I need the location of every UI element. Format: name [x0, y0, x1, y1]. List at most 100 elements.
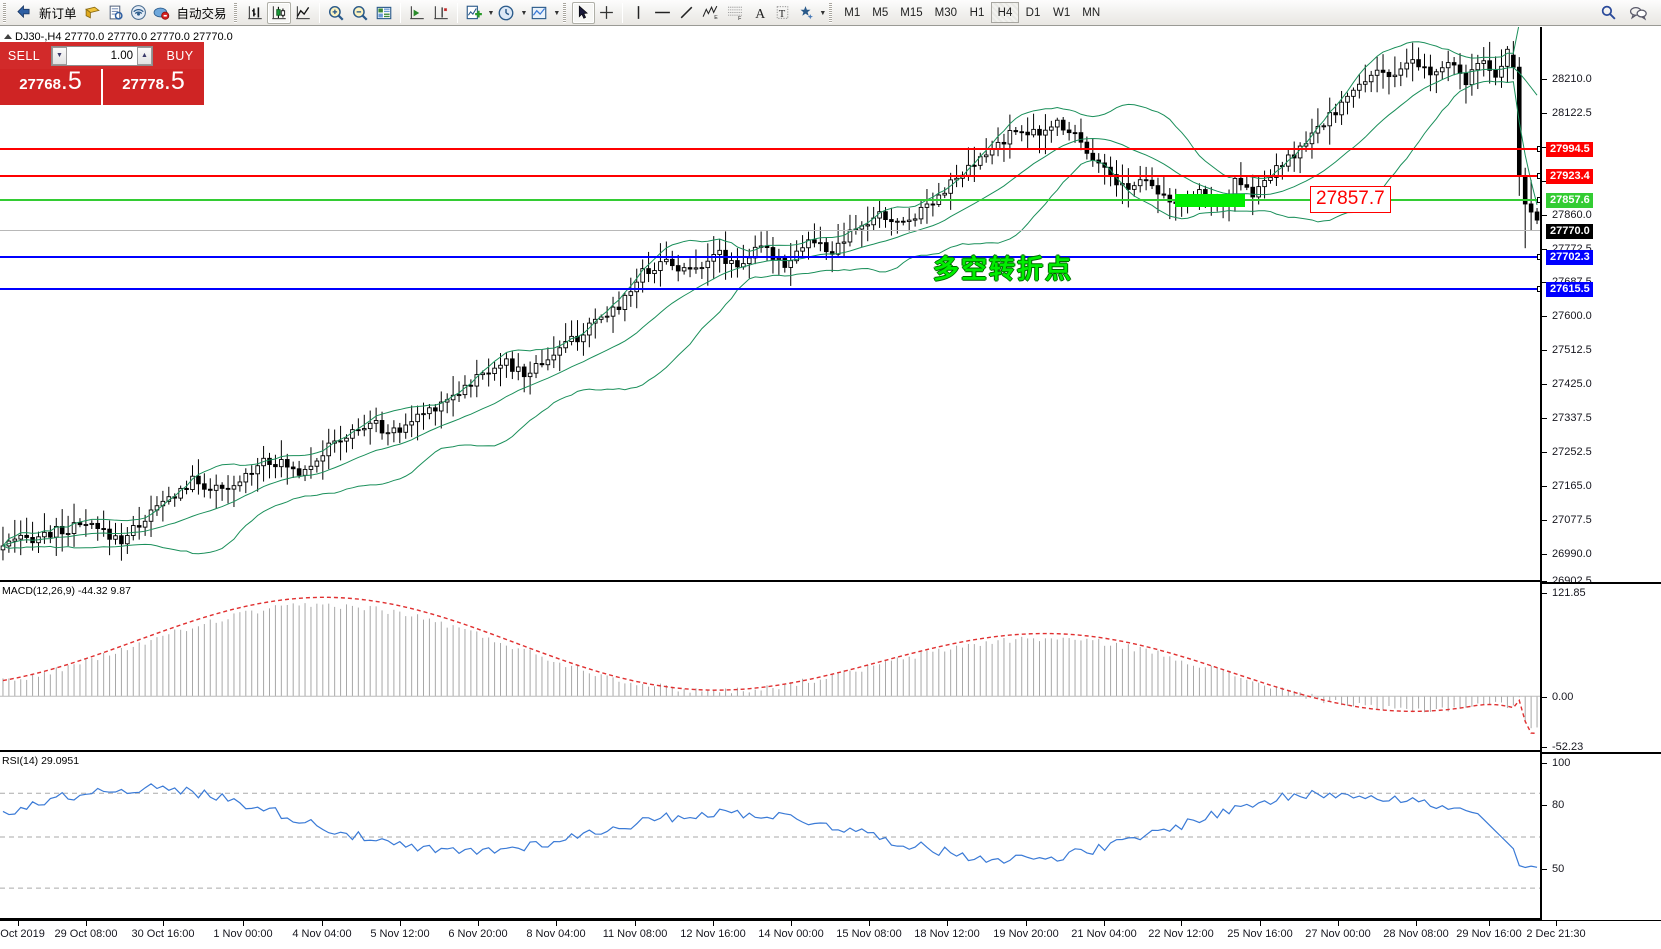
axis-tickmark [1542, 350, 1547, 351]
toolbar-grip-3[interactable] [562, 2, 570, 23]
volume-input-box[interactable]: ▼ 1.00 ▲ [51, 45, 153, 66]
axis-level-tag-27702.3[interactable]: 27702.3 [1546, 250, 1593, 265]
buy-button[interactable]: BUY [156, 42, 204, 69]
timeframe-m1[interactable]: M1 [844, 6, 861, 19]
buy-price[interactable]: 27778.5 [103, 69, 204, 105]
search-icon[interactable] [1597, 2, 1620, 24]
zoom-out-icon[interactable] [348, 2, 372, 24]
toolbar-grip-4[interactable] [828, 2, 836, 23]
one-click-trading-panel[interactable]: SELL ▼ 1.00 ▲ BUY 27768.5 27778.5 [0, 42, 204, 105]
auto-scroll-icon[interactable] [429, 2, 453, 24]
chevron-down-icon-templates[interactable]: ▼ [553, 10, 561, 17]
timeframe-m15[interactable]: M15 [900, 6, 923, 19]
volume-control[interactable]: ▼ 1.00 ▲ [48, 42, 156, 69]
time-tick-label: 19 Nov 20:00 [993, 928, 1059, 940]
volume-decrease-button[interactable]: ▼ [52, 46, 67, 65]
timeframe-d1[interactable]: D1 [1025, 6, 1041, 19]
axis-tickmark [1542, 554, 1547, 555]
rsi-tick-label: -52.23 [1552, 741, 1584, 753]
price-pane[interactable]: DJ30-,H4 27770.0 27770.0 27770.0 27770.0… [0, 27, 1543, 582]
toolbar-separator-2 [399, 2, 401, 23]
chevron-down-icon-shapes[interactable]: ▼ [819, 10, 827, 17]
new-order-label[interactable]: 新订单 [39, 7, 77, 21]
price-axis[interactable]: 28210.028122.528035.027947.527860.027772… [1540, 27, 1661, 949]
elliott-wave-icon[interactable]: E [698, 2, 723, 24]
new-order-icon[interactable] [12, 2, 35, 24]
level-line-27923.4[interactable] [0, 173, 1543, 179]
templates-icon[interactable] [527, 2, 551, 24]
macd-plot [0, 596, 1540, 735]
time-tick-label: 8 Oct 2019 [0, 928, 45, 940]
time-tick-label: 27 Nov 00:00 [1305, 928, 1371, 940]
sell-price[interactable]: 27768.5 [0, 69, 101, 105]
time-tickmark [86, 921, 87, 926]
rsi-tick-label: 80 [1552, 799, 1565, 811]
axis-level-tag-27923.4[interactable]: 27923.4 [1546, 169, 1593, 184]
time-tickmark [1104, 921, 1105, 926]
chevron-down-icon-period[interactable]: ▼ [520, 10, 528, 17]
macd-pane[interactable]: MACD(12,26,9) -44.32 9.87 [0, 584, 1540, 752]
level-line-27857.6[interactable] [0, 197, 1543, 203]
sell-button[interactable]: SELL [0, 42, 48, 69]
time-tick-label: 29 Oct 08:00 [54, 928, 118, 940]
timeframe-m5[interactable]: M5 [872, 6, 889, 19]
profile-icon[interactable] [81, 2, 104, 24]
chat-icon[interactable] [1626, 2, 1651, 24]
cursor-icon[interactable] [572, 1, 596, 24]
rsi-pane[interactable]: RSI(14) 29.0951 [0, 754, 1540, 920]
shapes-icon[interactable] [794, 2, 817, 24]
axis-level-tag-27857.6[interactable]: 27857.6 [1546, 193, 1593, 208]
price-tick-label: 26990.0 [1552, 548, 1592, 560]
price-callout[interactable]: 27857.7 [1310, 186, 1391, 213]
axis-level-tag-27615.5[interactable]: 27615.5 [1546, 282, 1593, 297]
level-line-27702.3[interactable] [0, 254, 1543, 260]
horizontal-line-icon[interactable] [650, 2, 675, 24]
rsi-tick-label: 50 [1552, 863, 1565, 875]
zoom-in-icon[interactable] [324, 2, 348, 24]
buy-price-integer: 27778 [122, 76, 164, 93]
text-icon[interactable]: A [748, 2, 771, 24]
volume-increase-button[interactable]: ▲ [137, 46, 152, 65]
chart-expand-icon[interactable] [4, 34, 12, 39]
price-tick-label: 27600.0 [1552, 310, 1592, 322]
pane-divider [1542, 752, 1661, 754]
time-axis[interactable]: 8 Oct 2019 29 Oct 08:00 30 Oct 16:00 1 Nov … [0, 920, 1661, 949]
level-line-27994.5[interactable] [0, 146, 1543, 152]
crosshair-icon[interactable] [595, 2, 618, 24]
level-line-27615.5[interactable] [0, 286, 1543, 292]
axis-level-tag-27994.5[interactable]: 27994.5 [1546, 142, 1593, 157]
vertical-line-icon[interactable] [627, 2, 650, 24]
add-indicator-icon[interactable] [462, 2, 486, 24]
timeframe-m30[interactable]: M30 [934, 6, 958, 19]
highlight-box[interactable] [1175, 194, 1245, 207]
text-label-icon[interactable]: T [771, 2, 794, 24]
toolbar-grip-2[interactable] [232, 2, 240, 23]
chart-grid-icon[interactable] [372, 2, 396, 24]
shift-end-icon[interactable] [405, 2, 429, 24]
bar-chart-icon[interactable] [243, 2, 267, 24]
timeframe-h4[interactable]: H4 [991, 2, 1020, 23]
period-icon[interactable] [494, 2, 518, 24]
print-preview-icon[interactable] [104, 2, 127, 24]
chevron-down-icon-indicators[interactable]: ▼ [487, 10, 495, 17]
autotrade-label[interactable]: 自动交易 [176, 7, 227, 21]
axis-level-tag-27770.0[interactable]: 27770.0 [1546, 224, 1593, 239]
price-tick-label: 27772.5 [1552, 243, 1592, 255]
signal-icon[interactable] [127, 2, 150, 24]
time-tick-label: 2 Dec 21:30 [1526, 928, 1586, 940]
timeframe-mn[interactable]: MN [1082, 6, 1101, 19]
toolbar-grip[interactable] [2, 2, 9, 23]
chart-area[interactable]: DJ30-,H4 27770.0 27770.0 27770.0 27770.0… [0, 27, 1661, 949]
line-chart-icon[interactable] [291, 2, 315, 24]
fibonacci-icon[interactable]: F [723, 2, 748, 24]
volume-value[interactable]: 1.00 [67, 46, 137, 65]
timeframe-w1[interactable]: W1 [1053, 6, 1071, 19]
axis-tickmark [1542, 181, 1547, 182]
axis-tickmark [1542, 869, 1547, 870]
candlestick-chart-icon[interactable] [266, 1, 291, 24]
timeframe-h1[interactable]: H1 [969, 6, 985, 19]
chart-annotation-text[interactable]: 多空转折点 [933, 255, 1074, 285]
time-tick-label: 15 Nov 08:00 [836, 928, 902, 940]
autotrade-icon[interactable] [150, 2, 173, 24]
trendline-icon[interactable] [675, 2, 698, 24]
